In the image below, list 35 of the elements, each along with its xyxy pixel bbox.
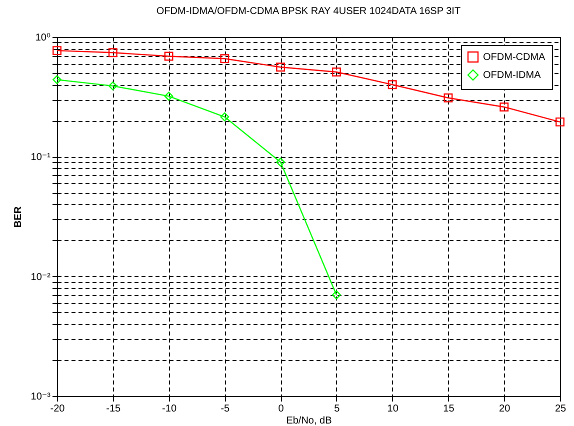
point xyxy=(500,102,509,112)
x-tick-label: 0 xyxy=(278,404,284,414)
x-tick-label: 5 xyxy=(334,404,340,414)
y-axis-title: BER xyxy=(12,206,24,228)
legend-label: OFDM-IDMA xyxy=(483,70,542,81)
x-tick-label: -10 xyxy=(162,404,177,414)
y-tick-label: 10⁻³ xyxy=(30,392,52,402)
point xyxy=(556,117,564,126)
point xyxy=(332,290,341,300)
point xyxy=(108,48,118,58)
x-tick-label: 20 xyxy=(499,404,511,414)
point xyxy=(276,62,286,72)
x-tick-label: 25 xyxy=(554,404,566,414)
point xyxy=(108,81,118,90)
point xyxy=(52,46,62,56)
x-tick-label: 15 xyxy=(443,404,455,414)
point xyxy=(388,80,397,90)
x-tick-label: -15 xyxy=(106,404,122,414)
y-tick-label: 10⁻² xyxy=(30,272,52,283)
point xyxy=(164,52,174,61)
y-tick-label: 10⁻¹ xyxy=(30,152,52,164)
x-tick-label: 10 xyxy=(387,404,399,414)
x-tick-label: -20 xyxy=(50,404,66,414)
x-axis-title: Eb/No, dB xyxy=(286,416,332,426)
point xyxy=(332,68,341,76)
legend-label: OFDM-CDMA xyxy=(483,52,546,63)
point xyxy=(220,112,230,122)
point xyxy=(444,93,453,102)
x-tick-label: -5 xyxy=(220,404,230,414)
chart-title: OFDM-IDMA/OFDM-CDMA BPSK RAY 4USER 1024DATA 16SP 3IT xyxy=(156,6,461,17)
y-tick-label: 10⁰ xyxy=(35,32,50,44)
point xyxy=(164,92,174,101)
point xyxy=(276,158,286,167)
point xyxy=(52,75,62,84)
point xyxy=(220,54,230,64)
